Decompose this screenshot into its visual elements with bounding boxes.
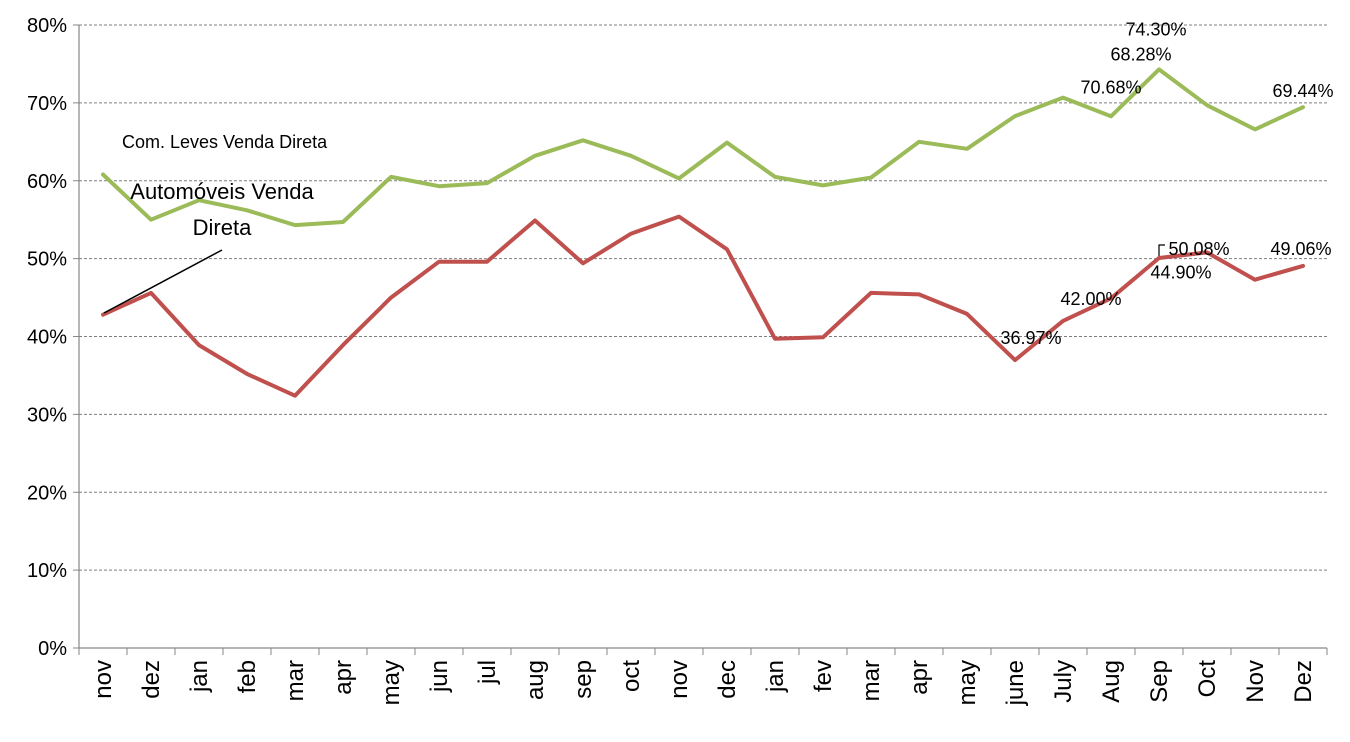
x-tick-label: Aug bbox=[1098, 660, 1125, 703]
x-tick-label: Oct bbox=[1194, 660, 1221, 698]
y-tick-label: 0% bbox=[38, 638, 67, 660]
y-tick-labels: 0% 10% 20% 30% 40% 50% 60% 70% 80% bbox=[27, 15, 67, 660]
gridlines bbox=[79, 24, 1327, 571]
axes bbox=[73, 24, 1328, 655]
y-tick-label: 10% bbox=[27, 560, 67, 582]
y-tick-label: 70% bbox=[27, 93, 67, 115]
y-tick-label: 20% bbox=[27, 482, 67, 504]
series-label-red-line1: Automóveis Venda bbox=[130, 179, 314, 204]
series-line-automoveis bbox=[101, 214, 1305, 398]
data-label: 44.90% bbox=[1150, 262, 1211, 282]
x-tick-labels: nov dez jan feb mar apr may jun jul aug sep oct nov d… bbox=[90, 660, 1317, 707]
x-tick-label: jan bbox=[762, 660, 789, 693]
data-label: 42.00% bbox=[1060, 289, 1121, 309]
y-tick-label: 50% bbox=[27, 249, 67, 271]
x-tick-label: nov bbox=[666, 660, 693, 699]
series-annotations: Com. Leves Venda Direta Automóveis Venda… bbox=[103, 132, 328, 314]
x-tick-label: may bbox=[378, 660, 405, 705]
x-tick-label: Dez bbox=[1290, 660, 1317, 703]
x-tick-label: mar bbox=[282, 660, 309, 701]
series-label-green: Com. Leves Venda Direta bbox=[122, 132, 328, 152]
data-label: 49.06% bbox=[1270, 239, 1331, 259]
series-label-red-line2: Direta bbox=[193, 215, 252, 240]
series-lines bbox=[101, 67, 1305, 398]
x-tick-label: Nov bbox=[1242, 660, 1269, 703]
series-line-com-leves bbox=[101, 67, 1305, 228]
data-labels: 70.68% 74.30% 68.28% 69.44% 36.97% 42.00% 44.9… bbox=[1000, 19, 1333, 348]
x-tick-label: jun bbox=[426, 660, 453, 693]
data-label: 50.08% bbox=[1168, 239, 1229, 259]
x-tick-label: mar bbox=[858, 660, 885, 701]
y-tick-label: 80% bbox=[27, 15, 67, 37]
x-tick-label: Sep bbox=[1146, 660, 1173, 703]
x-tick-label: nov bbox=[90, 660, 117, 699]
data-label: 36.97% bbox=[1000, 328, 1061, 348]
x-tick-label: aug bbox=[522, 660, 549, 700]
x-tick-label: jul bbox=[474, 660, 501, 685]
x-tick-label: june bbox=[1002, 660, 1029, 706]
y-tick-label: 40% bbox=[27, 327, 67, 349]
y-tick-label: 60% bbox=[27, 171, 67, 193]
x-tick-label: dez bbox=[138, 660, 165, 699]
series-label-leader-line bbox=[103, 249, 223, 314]
data-label: 69.44% bbox=[1272, 81, 1333, 101]
x-tick-label: fev bbox=[810, 660, 837, 692]
x-tick-label: jan bbox=[186, 660, 213, 693]
y-tick-label: 30% bbox=[27, 404, 67, 426]
x-tick-label: feb bbox=[234, 660, 261, 693]
x-tick-label: apr bbox=[906, 660, 933, 695]
data-label: 74.30% bbox=[1125, 19, 1186, 39]
x-tick-label: July bbox=[1050, 660, 1077, 703]
data-label-leader bbox=[1158, 244, 1165, 257]
x-tick-label: may bbox=[954, 660, 981, 705]
x-tick-label: oct bbox=[618, 660, 645, 692]
x-tick-label: apr bbox=[330, 660, 357, 695]
x-tick-label: dec bbox=[714, 660, 741, 699]
data-label: 70.68% bbox=[1080, 77, 1141, 97]
x-tick-label: sep bbox=[570, 660, 597, 699]
data-label: 68.28% bbox=[1110, 44, 1171, 64]
